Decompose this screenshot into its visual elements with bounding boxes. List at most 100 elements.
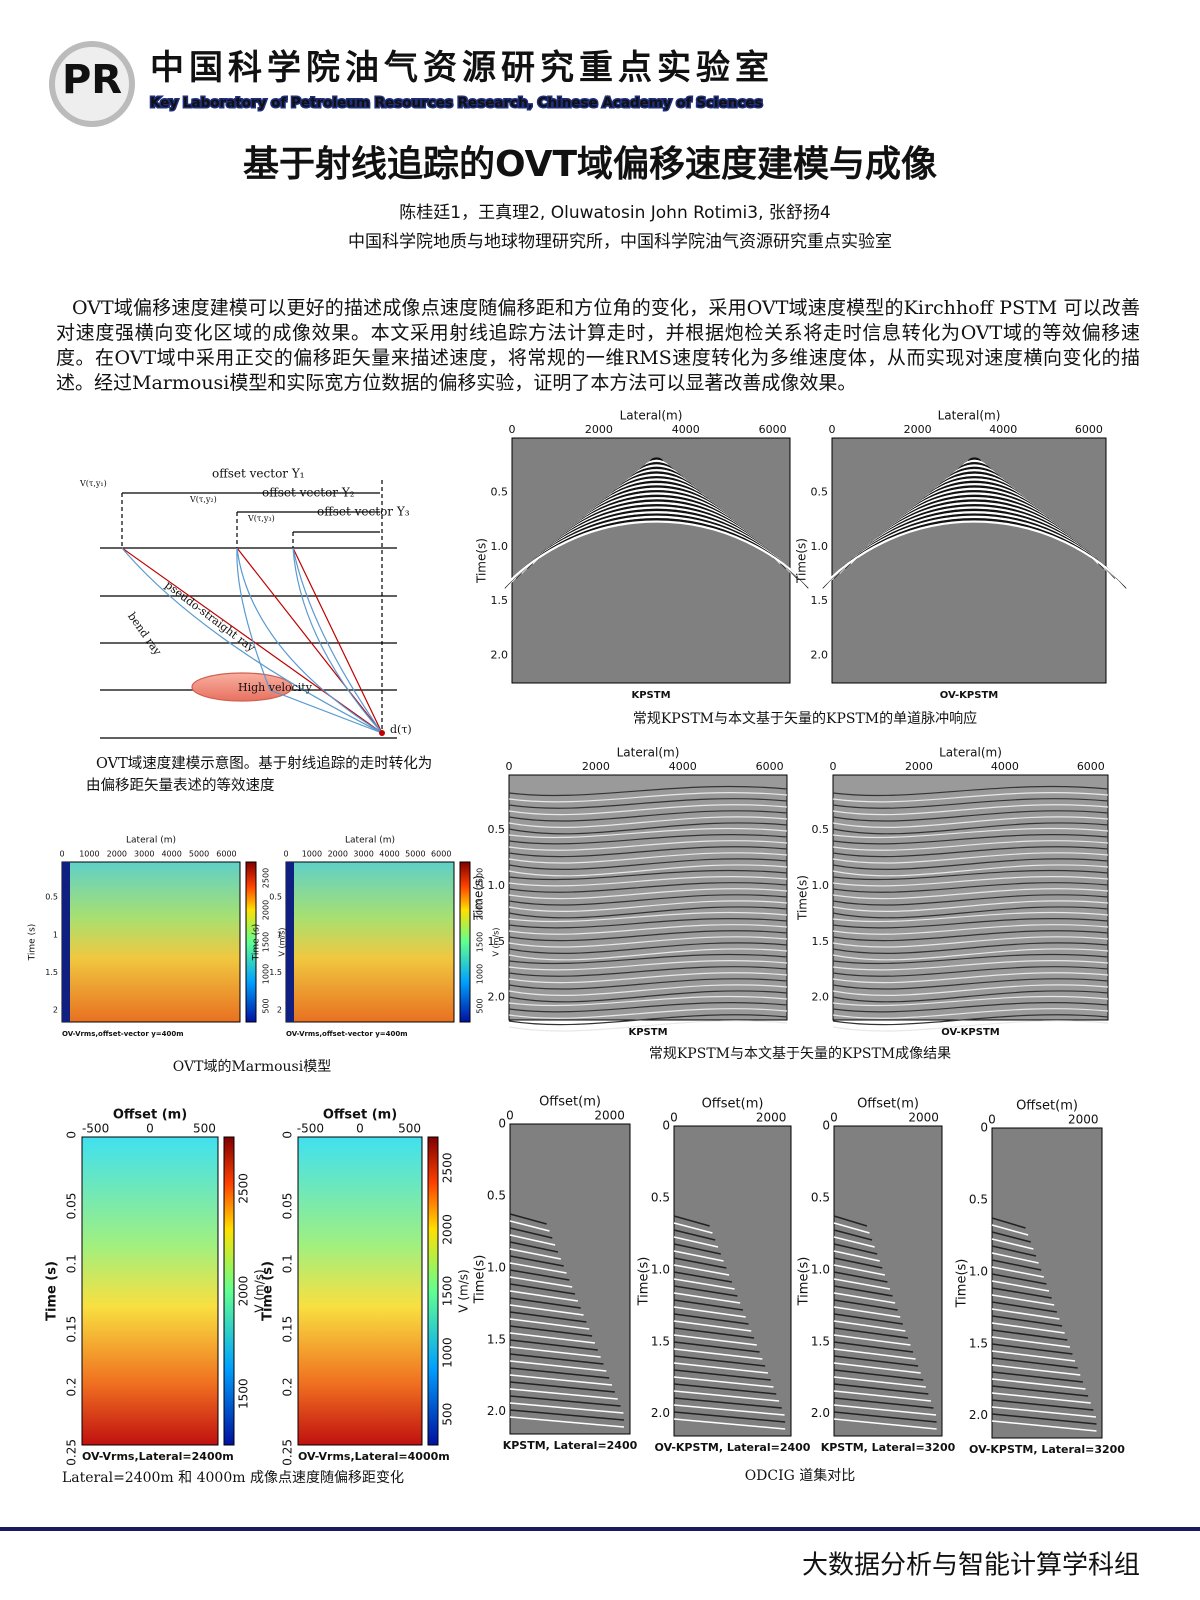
reflector [833,1418,937,1430]
reflector [832,906,1109,919]
y-tick-label: 2 [277,1006,282,1015]
reflector [991,1294,1055,1306]
y-tick-label: 0.05 [65,1193,79,1220]
reflector [508,785,788,797]
reflector [509,1318,590,1330]
figure-panel [509,1123,631,1435]
colorbar-tick-label: 500 [476,998,485,1013]
x-axis-label: Offset(m) [539,1095,601,1110]
y-axis-label: Time(s) [796,875,810,921]
y-tick-label: 1.5 [491,594,509,607]
reflector [509,1339,598,1351]
reflector [509,1297,581,1309]
x-tick-label: 2000 [594,1109,625,1123]
reflector [508,942,788,954]
footer: 大数据分析与智能计算学科组 [802,1551,1140,1581]
gray-wedge [509,1123,631,1435]
y-tick-label: 0.05 [281,1193,295,1220]
reflector [833,1313,903,1325]
y-tick-label: 1.0 [488,879,506,892]
plot-area [285,861,455,1023]
reflector [508,1001,788,1013]
reflector [833,1411,937,1423]
diagram-label: V(τ,y₂) [189,495,217,504]
reflector [673,1222,713,1234]
x-tick-label: 500 [193,1122,216,1136]
reflector [832,858,1109,870]
x-tick-label: 2000 [1068,1113,1099,1127]
reflector [815,520,1134,594]
caption: OVT域的Marmousi模型 [173,1059,331,1075]
reflector [508,1014,788,1026]
reflector [832,785,1109,797]
y-tick-label: 0.5 [969,1192,988,1206]
reflector [833,1341,914,1353]
reflector [508,990,788,1003]
reflector [673,1355,766,1367]
x-axis-label: Offset (m) [113,1108,187,1123]
y-tick-label: 0.5 [651,1190,670,1204]
x-axis-label: Lateral(m) [620,409,683,423]
reflector [832,894,1109,906]
reflector [673,1369,771,1381]
reflector [991,1259,1042,1271]
panel-name: OV-Vrms,offset-vector y=400m [286,1030,408,1038]
reflector [832,900,1109,912]
colorbar [245,861,257,1023]
y-tick-label: 0 [281,1131,295,1139]
reflector [673,1271,732,1283]
reflector [673,1306,746,1318]
reflector [833,1355,919,1367]
reflector [991,1413,1097,1425]
reflector [833,1397,934,1409]
x-tick-label: 2000 [905,760,933,773]
x-tick-label: 6000 [756,760,784,773]
reflector [832,1001,1109,1013]
diagram-label: V(τ,y₁) [79,479,107,488]
reflector [832,882,1109,893]
reflector [833,1257,883,1269]
y-tick-label: 0.5 [491,485,509,498]
x-axis-label: Lateral(m) [617,746,680,760]
reflector [991,1357,1078,1369]
x-axis-label: Offset (m) [323,1108,397,1123]
reflector [991,1273,1047,1285]
diagram-label: offset vector Y₃ [317,505,410,519]
y-tick-label: 0.15 [281,1316,295,1343]
reflector [832,990,1109,1003]
reflector [509,1248,561,1260]
reflector [508,833,788,845]
gray-wedge [991,1127,1103,1439]
reflector [509,1283,576,1295]
figure-panel [508,774,788,1032]
x-tick-label: 2000 [328,850,348,859]
x-tick-label: 0 [988,1113,996,1127]
x-tick-label: 6000 [759,423,787,436]
x-tick-label: 4000 [379,850,399,859]
reflector [509,1276,573,1288]
reflector [832,791,1109,803]
x-tick-label: 1000 [302,850,322,859]
x-tick-label: 0 [59,850,64,859]
y-tick-label: 1.5 [969,1336,988,1350]
diagram-label: High velocity [238,681,313,694]
reflector [673,1278,735,1290]
reflector [673,1404,785,1416]
reflector [673,1236,719,1248]
y-tick-label: 0.1 [281,1254,295,1273]
reflector [509,1416,625,1428]
reflector [673,1292,741,1304]
reflector [508,869,788,881]
reflector [673,1285,738,1297]
panel-name: KPSTM, Lateral=2400 [503,1439,638,1452]
reflector [833,1236,875,1248]
y-tick-label: 0 [822,1119,830,1133]
reflector [509,1388,618,1400]
caption: 常规KPSTM与本文基于矢量的KPSTM的单道脉冲响应 [633,710,977,727]
x-tick-label: 4000 [669,760,697,773]
reflector [991,1399,1094,1411]
x-tick-label: 4000 [991,760,1019,773]
reflector [508,827,788,839]
reflector [832,911,1109,923]
